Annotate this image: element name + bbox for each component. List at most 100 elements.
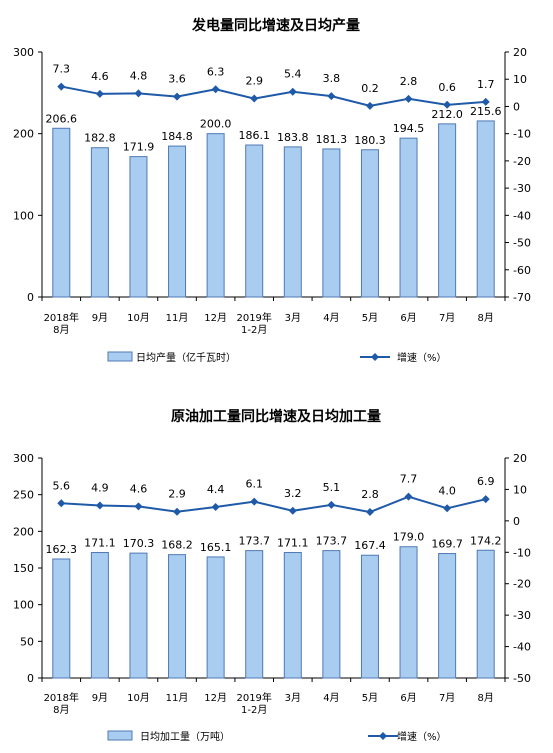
chart1-growth-marker (443, 100, 452, 109)
chart2-left-tick-label: 200 (13, 525, 34, 538)
chart1-bar-value-label: 206.6 (46, 112, 78, 125)
chart1-growth-value-label: 2.8 (400, 75, 418, 88)
chart2-growth-value-label: 4.4 (207, 483, 225, 496)
chart1-bar-value-label: 194.5 (393, 122, 425, 135)
chart2-legend-bar-label: 日均加工量（万吨） (140, 730, 230, 743)
chart1-left-tick-label: 100 (13, 209, 34, 222)
chart2-growth-marker (250, 497, 259, 506)
chart1-legend-bar-label: 日均产量（亿千瓦时） (136, 351, 236, 364)
chart1-category-label: 2018年 (44, 311, 79, 324)
chart2-bar (168, 554, 187, 679)
chart1-right-tick-label: -40 (513, 209, 531, 222)
chart1-growth-value-label: 6.3 (207, 65, 225, 78)
chart2-right-tick-label: -40 (513, 641, 531, 654)
chart1-growth-marker (365, 101, 374, 110)
chart1-bar (245, 144, 264, 298)
chart2-growth-value-label: 4.6 (130, 482, 148, 495)
chart2-bar (283, 552, 302, 679)
chart1-growth-marker (134, 89, 143, 98)
chart2-bar-value-label: 173.7 (316, 535, 348, 548)
chart2-growth-value-label: 4.9 (91, 481, 109, 494)
chart2-category-label: 1-2月 (241, 704, 267, 716)
chart2-bar (438, 553, 457, 679)
chart2-bar-value-label: 174.2 (470, 534, 502, 547)
chart1-bar-value-label: 215.6 (470, 105, 502, 118)
chart1-left-tick-label: 300 (13, 46, 34, 59)
chart1-bar (360, 149, 379, 298)
chart2-legend-line-label: 增速（%） (397, 730, 447, 743)
chart2-right-tick-label: 20 (513, 452, 527, 465)
chart2-bar-value-label: 170.3 (123, 537, 155, 550)
chart1-legend-line-label: 增速（%） (397, 351, 447, 364)
chart1-growth-marker (404, 94, 413, 103)
chart1-growth-value-label: 5.4 (284, 68, 302, 81)
chart1-right-tick-label: -10 (513, 128, 531, 141)
chart2-right-tick-label: -30 (513, 609, 531, 622)
chart2-growth-marker (173, 507, 182, 516)
chart2-bar-value-label: 179.0 (393, 531, 425, 544)
chart1-category-label: 8月 (478, 312, 494, 324)
chart1-growth-value-label: 0.2 (361, 82, 379, 95)
chart1-category-label: 7月 (439, 312, 455, 324)
chart1-right-tick-label: 0 (513, 100, 520, 113)
chart1-category-label: 12月 (204, 312, 227, 324)
chart1-legend-bar-swatch (107, 351, 133, 362)
chart2-left-tick-label: 100 (13, 599, 34, 612)
chart2-bar (129, 552, 148, 679)
chart1-bar (168, 145, 187, 298)
chart2-growth-marker (404, 492, 413, 501)
chart1-bar-value-label: 181.3 (316, 133, 348, 146)
chart1-bar (476, 120, 495, 298)
chart1-growth-value-label: 3.8 (323, 72, 341, 85)
chart1-right-tick-label: 20 (513, 46, 527, 59)
chart2-bar (476, 549, 495, 679)
chart1-growth-marker (481, 97, 490, 106)
chart2-title: 原油加工量同比增速及日均加工量 (171, 408, 381, 425)
chart1-category-label: 6月 (400, 312, 416, 324)
chart2-growth-value-label: 5.6 (53, 479, 71, 492)
chart2-right-tick-label: 10 (513, 483, 527, 496)
chart2-growth-marker (211, 503, 220, 512)
chart2-category-label: 12月 (204, 692, 227, 704)
chart1-growth-marker (57, 82, 66, 91)
chart2-growth-value-label: 3.2 (284, 487, 302, 500)
chart1-title: 发电量同比增速及日均产量 (191, 17, 360, 34)
chart1-right-tick-label: -30 (513, 182, 531, 195)
chart1-right-tick-label: -70 (513, 291, 531, 304)
chart2-growth-line (61, 495, 486, 514)
chart2-growth-marker (134, 502, 143, 511)
chart2-bar-value-label: 171.1 (277, 537, 309, 550)
chart2-bar (399, 546, 418, 679)
chart2-growth-value-label: 4.0 (438, 484, 456, 497)
chart1-bar (283, 146, 302, 298)
chart2-right-tick-label: 0 (513, 515, 520, 528)
chart2-growth-marker (95, 501, 104, 510)
chart2-category-label: 2019年 (236, 691, 271, 704)
chart2-category-label: 2018年 (44, 691, 79, 704)
chart2-bar (360, 554, 379, 679)
chart2-category-label: 5月 (362, 692, 378, 704)
chart2-bar (52, 558, 71, 679)
chart1-category-label: 8月 (53, 324, 69, 336)
chart2-category-label: 4月 (323, 692, 339, 704)
chart1-bar (399, 137, 418, 298)
chart2-bar-value-label: 168.2 (161, 539, 193, 552)
chart2-category-label: 8月 (478, 692, 494, 704)
chart2-growth-marker (288, 506, 297, 515)
chart1-growth-marker (95, 89, 104, 98)
chart1-bar-value-label: 200.0 (200, 118, 232, 131)
chart2-left-tick-label: 50 (20, 635, 34, 648)
chart1-category-label: 5月 (362, 312, 378, 324)
chart2-right-tick-label: -10 (513, 546, 531, 559)
chart1-right-tick-label: 10 (513, 73, 527, 86)
chart2-right-tick-label: -50 (513, 672, 531, 685)
chart2-bar-value-label: 162.3 (46, 543, 78, 556)
chart2-category-label: 9月 (92, 692, 108, 704)
chart2-bar-value-label: 167.4 (354, 539, 386, 552)
chart2-category-label: 11月 (166, 692, 189, 704)
chart2-bar-value-label: 173.7 (238, 535, 270, 548)
chart1-bar (90, 147, 109, 298)
chart2-legend-line-marker (379, 732, 387, 740)
chart2-growth-value-label: 5.1 (323, 481, 341, 494)
chart1-growth-value-label: 1.7 (477, 78, 495, 91)
